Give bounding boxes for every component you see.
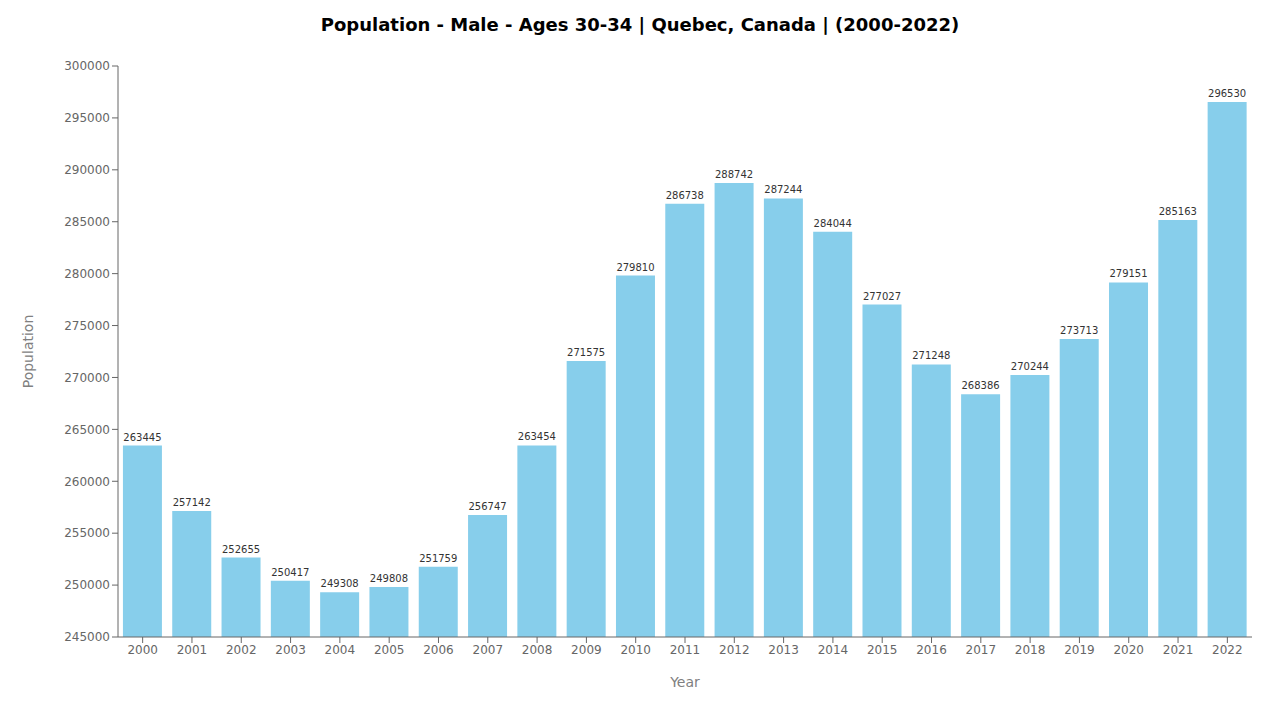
svg-text:255000: 255000 <box>64 526 110 540</box>
svg-text:2017: 2017 <box>966 643 997 657</box>
svg-text:Year: Year <box>669 674 700 690</box>
svg-text:2020: 2020 <box>1113 643 1144 657</box>
svg-text:285163: 285163 <box>1159 206 1197 217</box>
svg-text:268386: 268386 <box>962 380 1000 391</box>
svg-text:245000: 245000 <box>64 630 110 644</box>
svg-text:2018: 2018 <box>1015 643 1046 657</box>
svg-text:Population: Population <box>20 315 36 389</box>
svg-text:249308: 249308 <box>321 578 359 589</box>
svg-text:2001: 2001 <box>177 643 208 657</box>
svg-text:263454: 263454 <box>518 431 556 442</box>
svg-text:279810: 279810 <box>616 262 654 273</box>
svg-text:286738: 286738 <box>666 190 704 201</box>
svg-text:275000: 275000 <box>64 319 110 333</box>
html-text:Population - Male - Ages 30-34: Population - Male - Ages 30-34 | Quebec,… <box>320 14 960 35</box>
svg-text:256747: 256747 <box>468 501 506 512</box>
svg-text:2007: 2007 <box>473 643 504 657</box>
svg-text:2003: 2003 <box>275 643 306 657</box>
svg-text:296530: 296530 <box>1208 88 1246 99</box>
svg-text:2022: 2022 <box>1212 643 1243 657</box>
svg-text:271248: 271248 <box>912 350 950 361</box>
svg-text:2012: 2012 <box>719 643 750 657</box>
svg-text:2008: 2008 <box>522 643 553 657</box>
svg-text:2005: 2005 <box>374 643 405 657</box>
svg-text:263445: 263445 <box>123 432 161 443</box>
svg-text:250000: 250000 <box>64 578 110 592</box>
svg-text:290000: 290000 <box>64 163 110 177</box>
svg-text:249808: 249808 <box>370 573 408 584</box>
svg-text:2019: 2019 <box>1064 643 1095 657</box>
svg-text:270244: 270244 <box>1011 361 1049 372</box>
svg-text:251759: 251759 <box>419 553 457 564</box>
svg-text:2011: 2011 <box>670 643 701 657</box>
svg-text:287244: 287244 <box>764 184 802 195</box>
svg-text:279151: 279151 <box>1109 268 1147 279</box>
svg-text:2004: 2004 <box>325 643 356 657</box>
svg-text:2010: 2010 <box>620 643 651 657</box>
svg-text:257142: 257142 <box>173 497 211 508</box>
svg-text:295000: 295000 <box>64 111 110 125</box>
svg-text:277027: 277027 <box>863 291 901 302</box>
svg-text:280000: 280000 <box>64 267 110 281</box>
svg-text:2021: 2021 <box>1163 643 1194 657</box>
svg-text:285000: 285000 <box>64 215 110 229</box>
svg-text:288742: 288742 <box>715 169 753 180</box>
svg-text:2015: 2015 <box>867 643 898 657</box>
svg-text:270000: 270000 <box>64 371 110 385</box>
svg-text:252655: 252655 <box>222 544 260 555</box>
svg-text:2016: 2016 <box>916 643 947 657</box>
svg-text:2014: 2014 <box>818 643 849 657</box>
svg-text:2009: 2009 <box>571 643 602 657</box>
svg-text:2013: 2013 <box>768 643 799 657</box>
svg-text:271575: 271575 <box>567 347 605 358</box>
svg-text:2002: 2002 <box>226 643 257 657</box>
svg-text:250417: 250417 <box>271 567 309 578</box>
svg-text:2006: 2006 <box>423 643 454 657</box>
svg-text:284044: 284044 <box>814 218 852 229</box>
svg-text:260000: 260000 <box>64 475 110 489</box>
svg-text:2000: 2000 <box>127 643 158 657</box>
svg-text:300000: 300000 <box>64 59 110 73</box>
svg-text:265000: 265000 <box>64 423 110 437</box>
svg-text:273713: 273713 <box>1060 325 1098 336</box>
